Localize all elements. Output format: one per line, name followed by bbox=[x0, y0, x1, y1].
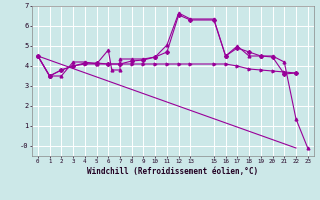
X-axis label: Windchill (Refroidissement éolien,°C): Windchill (Refroidissement éolien,°C) bbox=[87, 167, 258, 176]
